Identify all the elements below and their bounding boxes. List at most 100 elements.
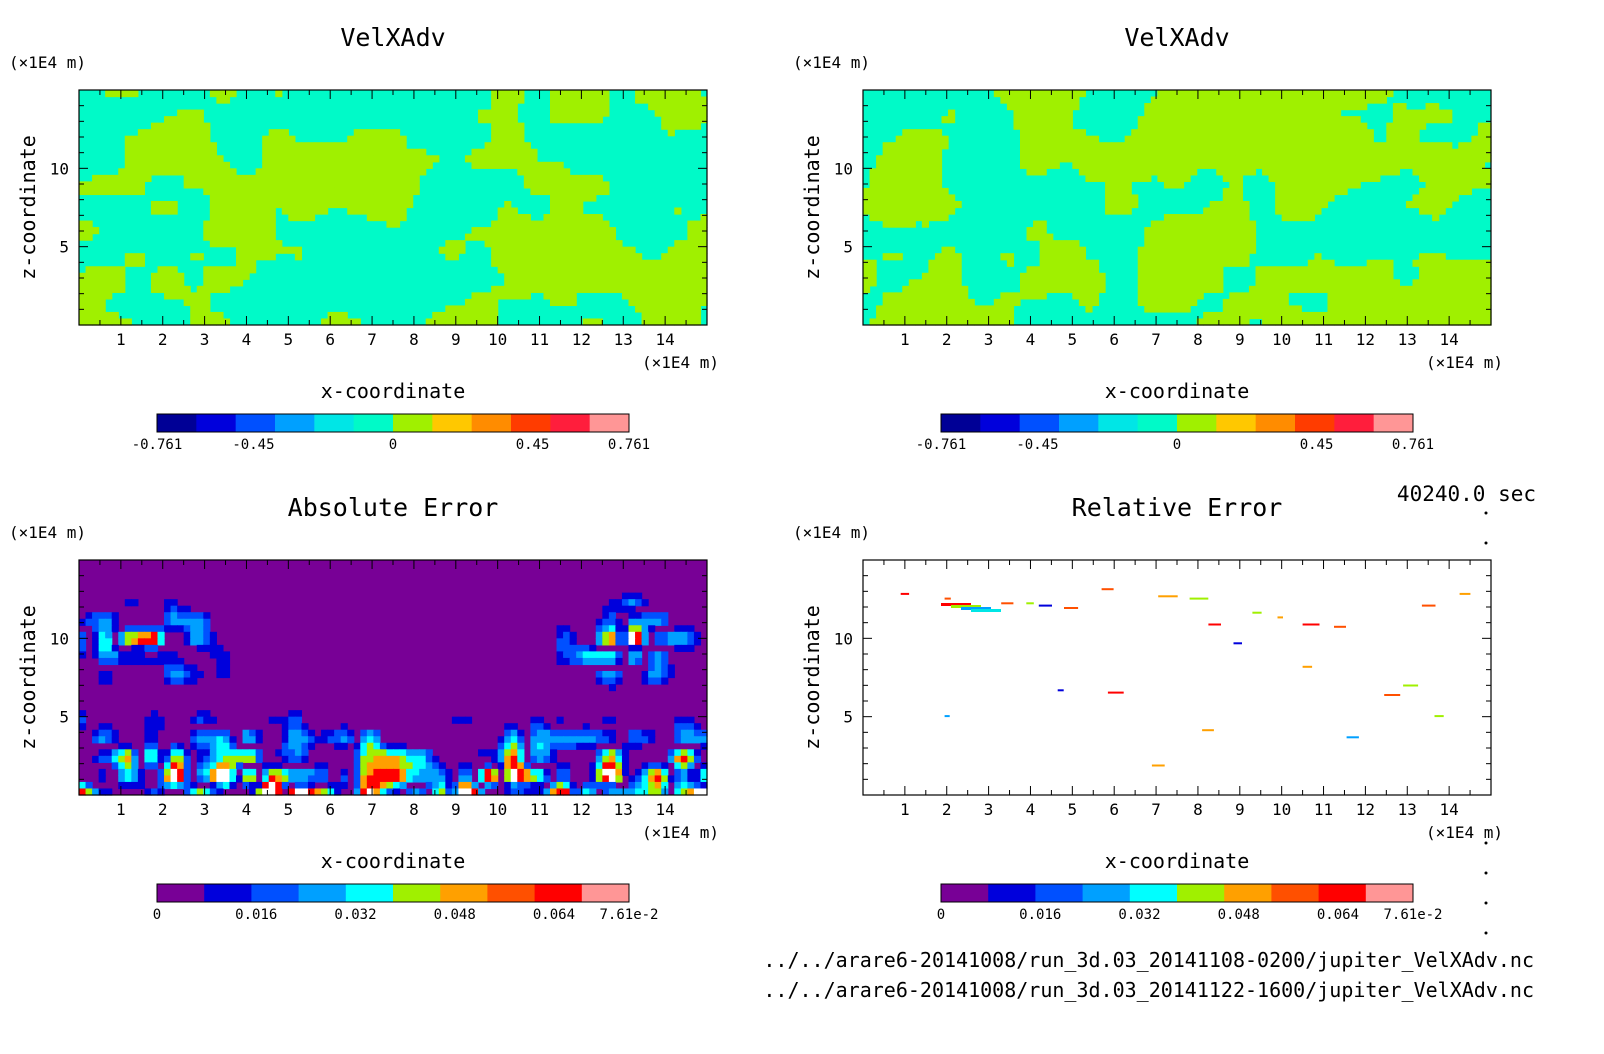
heatmap-cell [635,266,643,274]
heatmap-cell [1111,187,1119,196]
heatmap-cell [1046,240,1054,248]
heatmap-cell [1216,161,1224,169]
heatmap-cell [1190,122,1198,130]
heatmap-cell [1144,292,1152,300]
heatmap-cell [294,749,303,757]
heatmap-cell [1216,285,1224,293]
heatmap-cell [1353,90,1361,98]
heatmap-cell [281,129,289,137]
heatmap-cell [340,742,348,750]
heatmap-cell [294,729,303,737]
heatmap-cell [150,200,159,209]
heatmap-cell [1209,246,1217,254]
heatmap-cell [190,305,198,313]
heatmap-cell [1222,318,1230,326]
heatmap-cell [1405,200,1414,209]
heatmap-cell [373,775,381,783]
heatmap-cell [921,181,930,189]
heatmap-cell [497,253,505,261]
heatmap-cell [170,742,178,750]
heatmap-cell [229,266,237,274]
heatmap-cell [1183,129,1191,137]
heatmap-cell [196,644,204,652]
heatmap-cell [1222,298,1230,307]
heatmap-cell [1026,285,1034,293]
heatmap-cell [948,109,956,117]
heatmap-cell [334,168,342,176]
heatmap-cell [889,148,897,156]
heatmap-cell [628,644,636,652]
heatmap-cell [164,292,172,300]
heatmap-cell [1262,161,1270,169]
heatmap-cell [137,161,146,169]
heatmap-cell [360,194,368,202]
heatmap-cell [543,292,551,300]
heatmap-cell [1046,285,1054,293]
heatmap-cell [1405,305,1414,313]
heatmap-cell [1353,266,1361,274]
heatmap-cell [478,155,486,163]
heatmap-cell [229,240,237,248]
heatmap-cell [1177,148,1185,156]
heatmap-cell [648,272,656,280]
heatmap-cell [131,625,139,633]
z-unit-label: (×1E4 m) [9,53,86,72]
heatmap-cell [1033,155,1041,163]
heatmap-cell [1170,285,1178,293]
heatmap-cell [687,279,695,287]
heatmap-cell [334,161,342,169]
heatmap-cell [987,311,995,320]
heatmap-cell [484,148,492,156]
heatmap-cell [406,161,414,169]
heatmap-cell [1262,148,1270,156]
heatmap-cell [648,292,656,300]
heatmap-cell [1288,90,1296,98]
heatmap-cell [1026,109,1034,117]
heatmap-cell [249,253,257,261]
heatmap-cell [1294,305,1302,313]
heatmap-cell [1405,292,1414,300]
heatmap-cell [1157,122,1165,130]
heatmap-cell [941,266,949,274]
heatmap-cell [1281,96,1289,104]
heatmap-cell [693,729,702,737]
heatmap-cell [1288,148,1296,156]
heatmap-cell [131,755,139,763]
heatmap-cell [510,742,518,750]
heatmap-cell [177,762,185,770]
heatmap-cell [1052,240,1060,248]
heatmap-cell [1386,155,1394,163]
heatmap-cell [1072,142,1080,150]
heatmap-cell [177,142,185,150]
heatmap-cell [419,148,427,156]
heatmap-cell [589,651,597,659]
heatmap-cell [1242,220,1250,228]
heatmap-cell [124,599,132,607]
heatmap-cell [608,670,617,679]
heatmap-cell [497,755,505,763]
heatmap-cell [334,781,342,790]
heatmap-cell [327,174,335,182]
heatmap-cell [1196,246,1204,254]
heatmap-cell [608,762,617,770]
heatmap-cell [1320,272,1329,280]
heatmap-cell [1170,155,1178,163]
heatmap-cell [641,677,649,685]
heatmap-cell [1366,135,1374,143]
heatmap-cell [157,142,165,150]
heatmap-cell [556,775,564,783]
heatmap-cell [170,618,178,626]
heatmap-cell [321,168,329,176]
heatmap-cell [576,194,584,202]
heatmap-cell [654,788,662,796]
heatmap-cell [373,788,381,796]
heatmap-cell [236,253,244,261]
heatmap-cell [1353,155,1361,163]
heatmap-cell [1157,96,1165,104]
heatmap-cell [229,207,237,215]
heatmap-cell [1098,279,1106,287]
heatmap-cell [661,298,669,307]
heatmap-cell [183,775,191,783]
heatmap-cell [1026,135,1034,143]
heatmap-cell [1451,279,1459,287]
